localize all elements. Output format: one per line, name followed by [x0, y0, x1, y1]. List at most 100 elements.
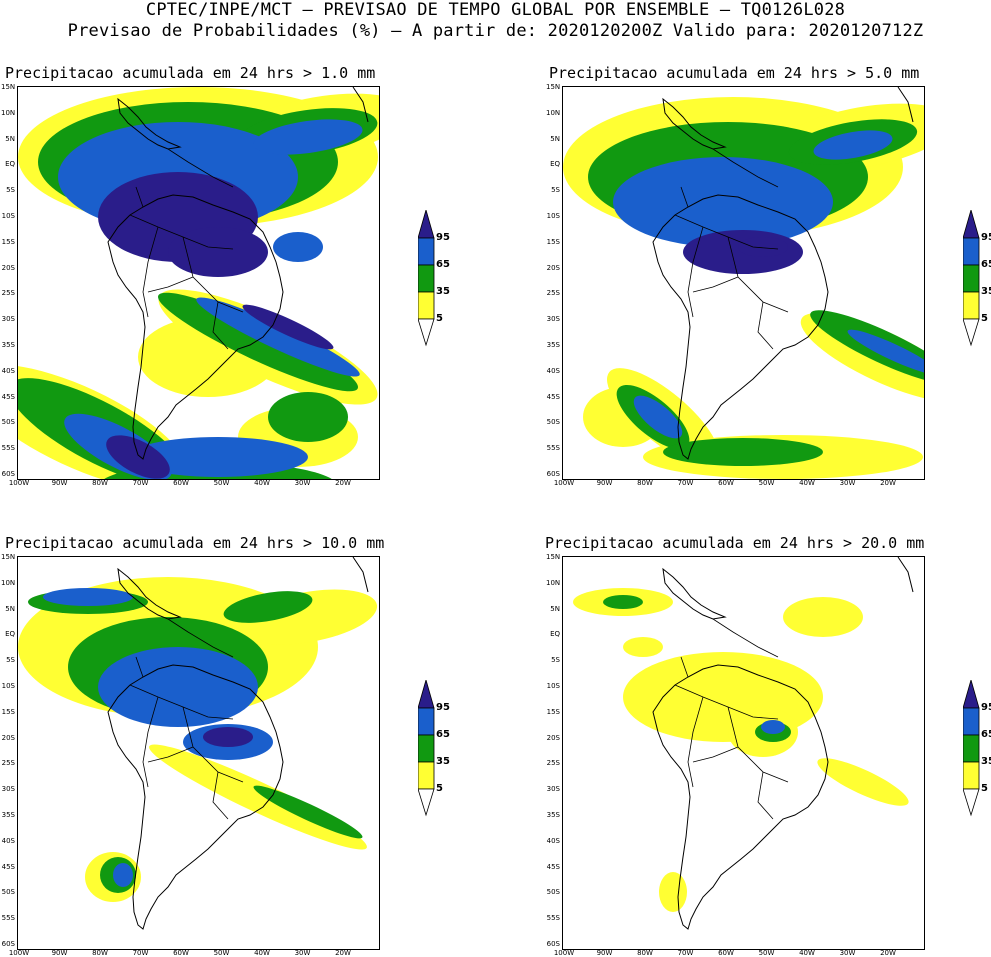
legend-swatch [417, 788, 435, 817]
legend-swatch [417, 707, 435, 736]
lon-tick-label: 100W [553, 479, 575, 487]
legend-level-label: 5 [981, 313, 988, 324]
legend-swatch [962, 788, 980, 817]
probability-contour [613, 157, 833, 247]
legend-swatch [417, 318, 435, 347]
lat-tick-label: 25S [546, 289, 560, 298]
lat-tick-label: 15S [546, 237, 560, 246]
lat-tick-label: 40S [546, 366, 560, 375]
probability-fields [573, 588, 909, 912]
lat-tick-label: 5S [6, 186, 15, 195]
subtitle: Previsao de Probabilidades (%) – A parti… [67, 21, 924, 41]
lat-tick-label: 15N [546, 83, 561, 91]
lon-tick-label: 80W [92, 949, 108, 957]
lon-tick-label: 100W [8, 479, 30, 487]
panel-1-map [17, 86, 380, 480]
legend-swatch [962, 208, 980, 239]
legend-swatch [962, 318, 980, 347]
legend-swatch [417, 208, 435, 239]
lat-tick-label: 45S [546, 862, 560, 871]
lon-tick-label: 20W [335, 479, 351, 487]
legend-swatch [962, 734, 980, 763]
lat-tick-label: 25S [1, 759, 15, 768]
lon-tick-label: 90W [596, 479, 613, 487]
lat-tick-label: 45S [1, 862, 15, 871]
lat-tick-label: 55S [1, 914, 15, 923]
legend-level-label: 35 [981, 756, 991, 767]
probability-contour [659, 872, 687, 912]
panel-2-title: Precipitacao acumulada em 24 hrs > 5.0 m… [549, 64, 920, 82]
africa-coastline [352, 557, 369, 593]
map-canvas [18, 557, 378, 930]
coastline [652, 194, 829, 460]
lon-tick-label: 90W [51, 949, 68, 957]
probability-contour [113, 863, 133, 887]
legend-level-label: 35 [981, 286, 991, 297]
lat-tick-label: 5N [550, 604, 560, 613]
legend-swatch [417, 291, 435, 320]
lat-tick-label: 60S [546, 940, 560, 948]
lat-tick-label: 5N [5, 134, 15, 143]
legend-swatch [417, 761, 435, 790]
lon-tick-label: 60W [718, 949, 734, 957]
legend-level-label: 5 [981, 783, 988, 794]
lat-tick-label: 55S [546, 914, 560, 923]
legend-swatch [962, 707, 980, 736]
lon-tick-label: 30W [294, 479, 311, 487]
lon-tick-label: 90W [596, 949, 613, 957]
probability-fields [18, 577, 378, 902]
lon-tick-label: 40W [254, 479, 270, 487]
lon-tick-label: 100W [553, 949, 575, 957]
lat-tick-label: EQ [550, 160, 560, 169]
lon-tick-label: 90W [51, 479, 68, 487]
map-canvas [573, 557, 914, 930]
lat-tick-label: 10N [1, 108, 16, 117]
lat-tick-label: 55S [1, 444, 15, 453]
lat-tick-label: 25S [1, 289, 15, 298]
lat-tick-label: 35S [1, 341, 15, 349]
probability-contour [98, 647, 258, 727]
lat-tick-label: 45S [546, 392, 560, 401]
lat-tick-label: 5S [6, 656, 15, 665]
coastline [107, 664, 284, 930]
probability-contour [253, 785, 363, 839]
lat-tick-label: EQ [5, 630, 15, 639]
lat-tick-label: 10N [1, 578, 16, 587]
lat-tick-label: 5N [5, 604, 15, 613]
lon-tick-label: 70W [677, 479, 694, 487]
lat-tick-label: EQ [550, 630, 560, 639]
legend-swatch [962, 264, 980, 293]
lat-tick-label: 50S [546, 888, 560, 897]
lat-tick-label: 45S [1, 392, 15, 401]
panel-4-legend: 95 65 35 5 [962, 678, 991, 830]
lon-tick-label: 50W [213, 479, 230, 487]
lon-tick-label: 20W [335, 949, 351, 957]
lon-tick-label: 50W [758, 949, 775, 957]
lon-tick-label: 80W [637, 479, 653, 487]
lat-tick-label: 40S [1, 366, 15, 375]
legend-swatch [417, 237, 435, 266]
lat-tick-label: 10S [1, 682, 15, 690]
legend-colorbar [417, 678, 435, 817]
lat-tick-label: 10N [546, 108, 561, 117]
lat-tick-label: EQ [5, 160, 15, 169]
central-america-coastline [662, 97, 727, 150]
legend-level-label: 5 [436, 313, 443, 324]
africa-coastline [352, 87, 369, 123]
panel-1-legend: 95 65 35 5 [417, 208, 488, 360]
probability-contour [633, 395, 683, 439]
panel-3-title: Precipitacao acumulada em 24 hrs > 10.0 … [5, 534, 385, 552]
legend-swatch [962, 291, 980, 320]
legend-level-label: 95 [436, 702, 450, 713]
lon-tick-label: 50W [758, 479, 775, 487]
panel-2-map [562, 86, 925, 480]
lat-tick-label: 30S [1, 785, 15, 794]
probability-contour [149, 744, 367, 850]
lat-tick-label: 15N [1, 83, 16, 91]
legend-swatch [417, 734, 435, 763]
legend-level-label: 65 [981, 259, 991, 270]
probability-contour [738, 237, 788, 257]
central-america-coastline [117, 567, 182, 620]
lat-tick-label: 20S [1, 263, 15, 272]
legend-swatch [417, 264, 435, 293]
